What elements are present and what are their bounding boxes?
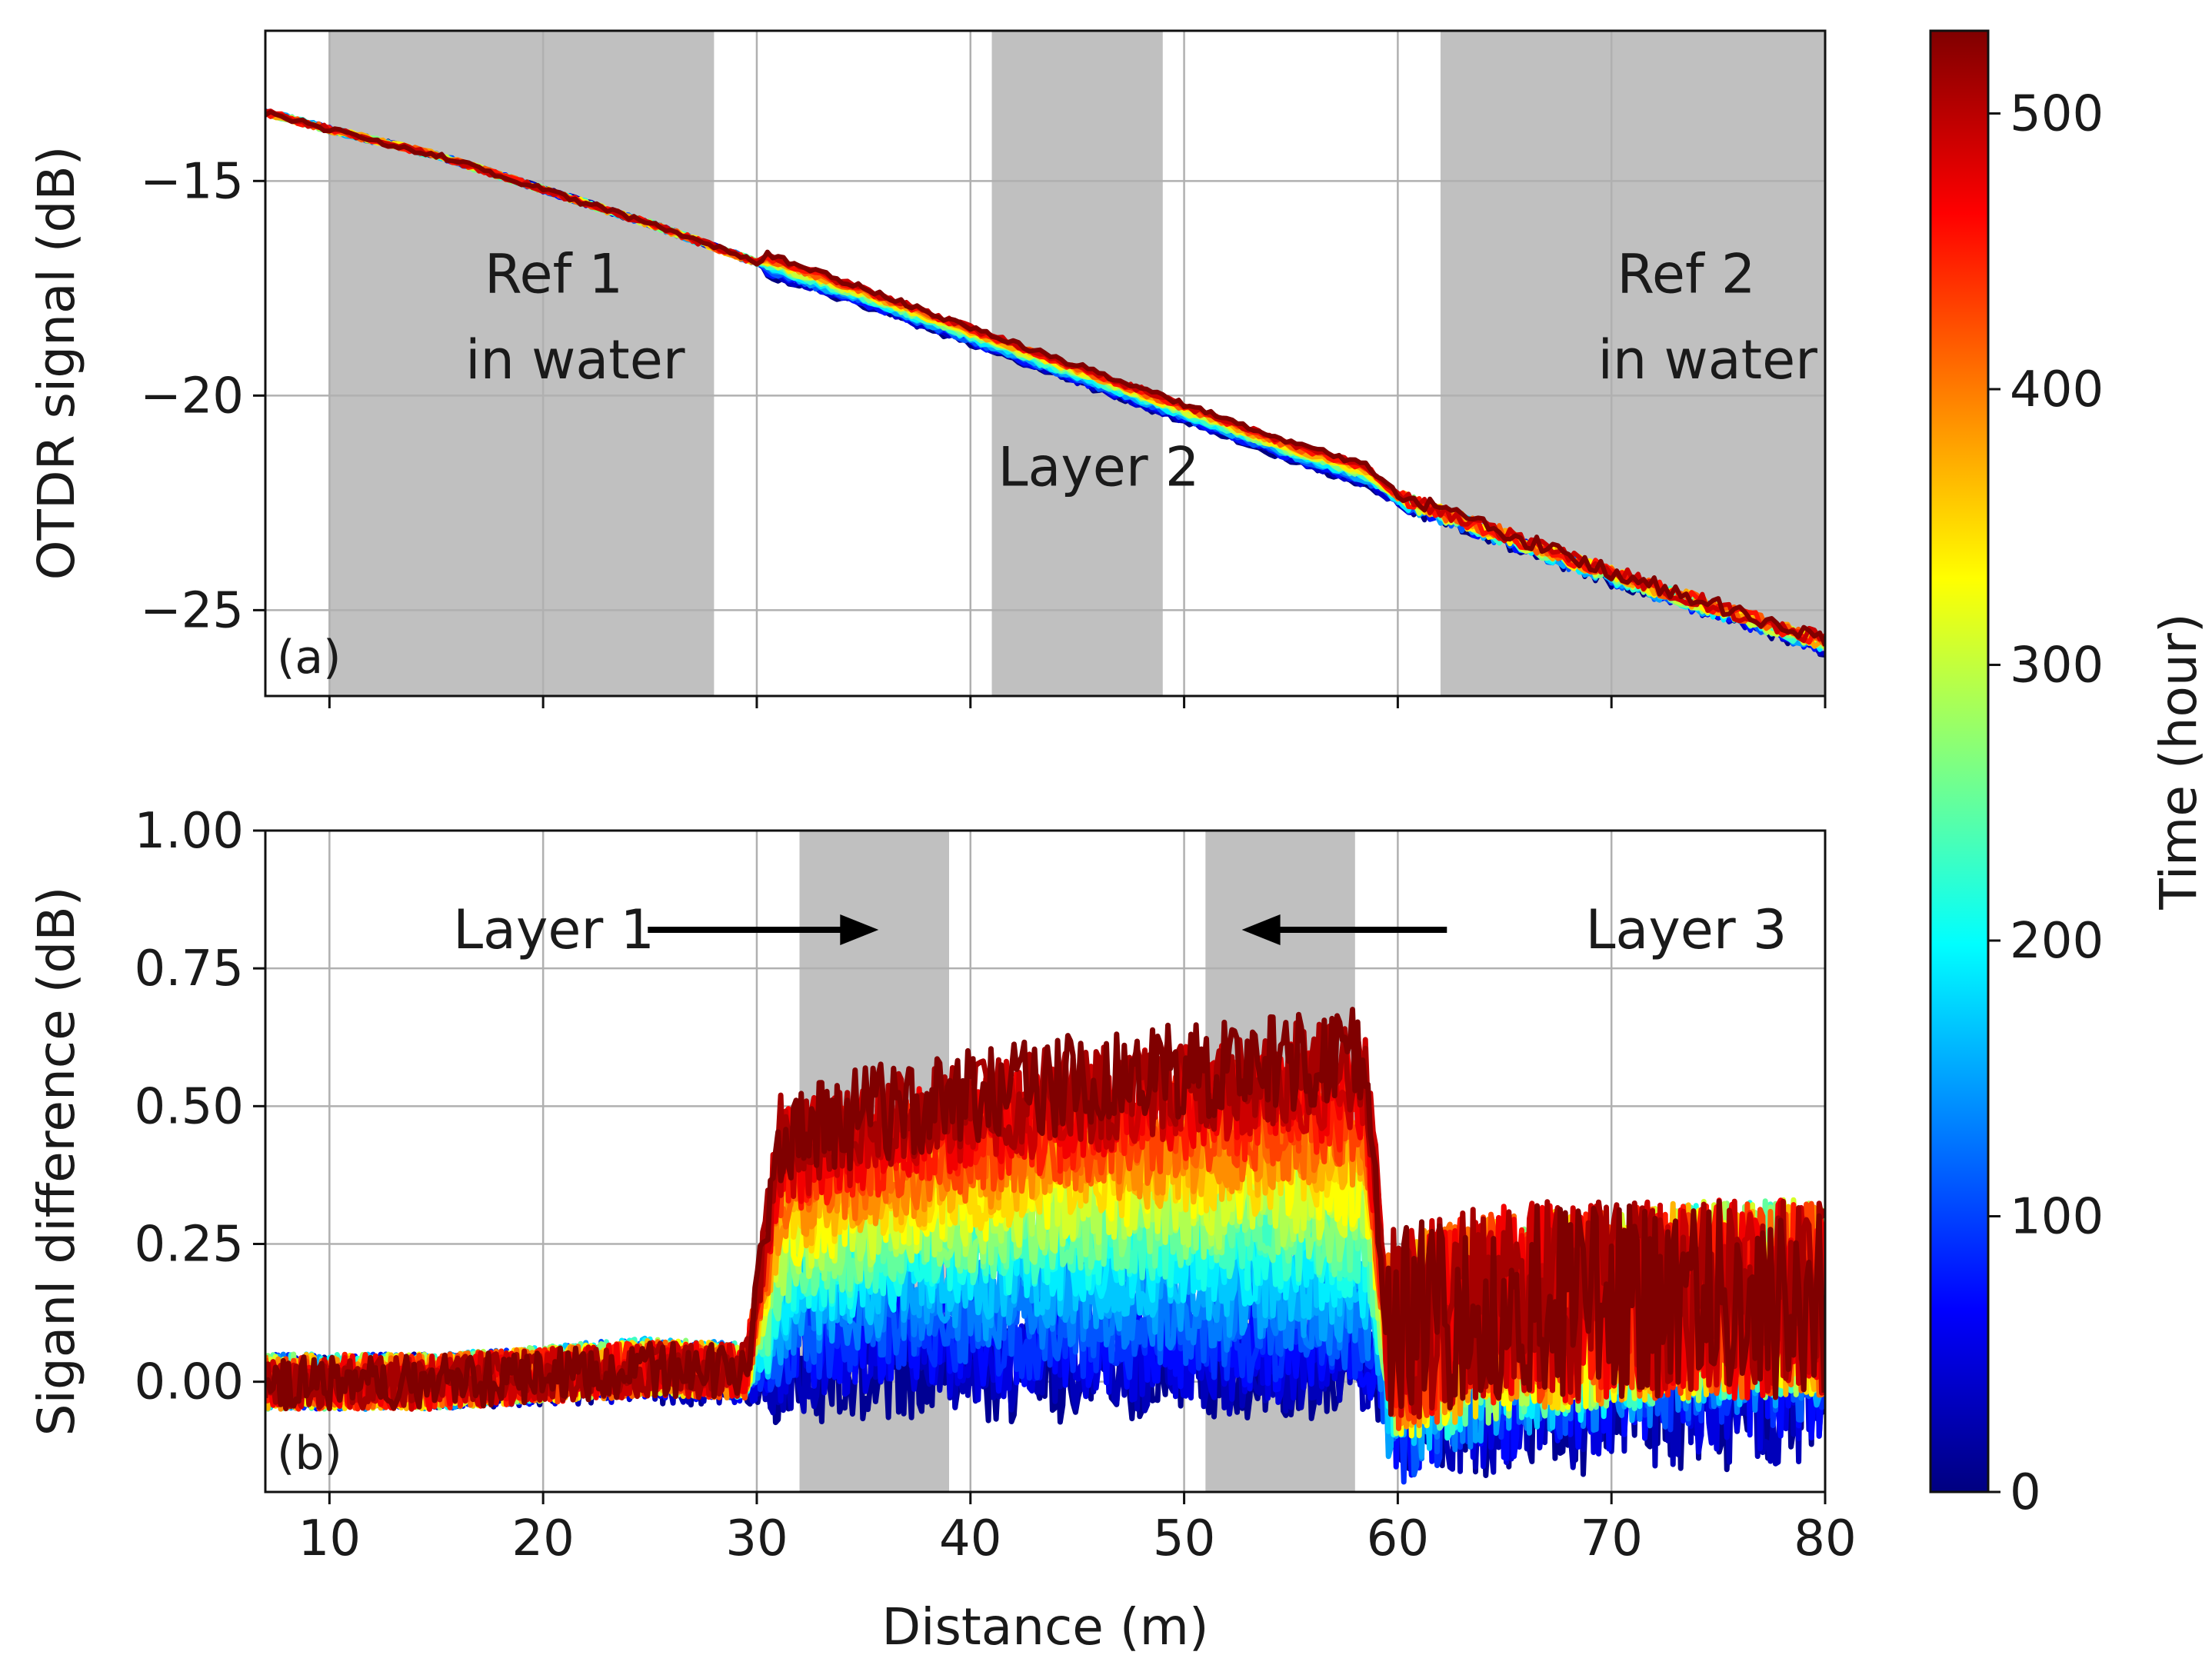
y-tick-label: −20: [140, 368, 244, 425]
x-tick-label: 70: [1580, 1510, 1642, 1567]
annotation-text: Layer 3: [1585, 898, 1787, 961]
colorbar-tick-label: 400: [2010, 361, 2104, 418]
y-tick-label: 0.00: [135, 1354, 245, 1411]
annotation-text: in water: [465, 328, 685, 391]
x-tick-label: 60: [1367, 1510, 1429, 1567]
y-tick-label: −25: [140, 582, 244, 639]
annotation-text: Layer 1: [453, 898, 655, 961]
colorbar-tick-label: 300: [2010, 638, 2104, 694]
panel-b-frame: [264, 829, 1827, 1494]
colorbar-tick-label: 500: [2010, 86, 2104, 143]
annotation-arrowhead: [840, 914, 879, 945]
annotation-text: Ref 2: [1617, 242, 1755, 305]
annotation-text: in water: [1597, 328, 1817, 391]
panel-a-frame: [264, 29, 1827, 698]
y-tick-label: 0.75: [135, 941, 245, 997]
y-tick-label: 0.25: [135, 1217, 245, 1274]
x-tick-label: 10: [298, 1510, 361, 1567]
x-tick-label: 50: [1153, 1510, 1215, 1567]
panel-a-ylabel: OTDR signal (dB): [27, 146, 86, 581]
panel-a-chart: Ref 1 in water Layer 2 Ref 2 in water −15 −20…: [27, 29, 1827, 708]
x-tick-label: 20: [511, 1510, 574, 1567]
panel-b-xlabel: Distance (m): [881, 1597, 1208, 1657]
data-series-line: [265, 109, 1825, 647]
annotation-text: Ref 1: [485, 242, 623, 305]
y-tick-label: 1.00: [135, 803, 245, 860]
x-tick-label: 40: [939, 1510, 1001, 1567]
y-tick-label: 0.50: [135, 1078, 245, 1135]
colorbar-tick-label: 200: [2010, 913, 2104, 970]
panel-b-chart: Layer 1 Layer 3 0.00 0.25 0.50 0.75 1.00 10 20…: [27, 803, 1857, 1657]
x-tick-label: 30: [725, 1510, 788, 1567]
y-tick-label: −15: [140, 153, 244, 210]
panel-b-label: (b): [277, 1427, 342, 1480]
annotation-arrowhead: [1241, 914, 1281, 945]
colorbar-tick-label: 0: [2010, 1464, 2041, 1521]
annotation-text: Layer 2: [998, 436, 1199, 499]
colorbar: 0 100 200 300 400 500 Time (hour): [1929, 29, 2208, 1521]
data-series-line: [265, 1007, 1825, 1417]
x-tick-label: 80: [1794, 1510, 1856, 1567]
colorbar-scale: [1929, 29, 1990, 1494]
colorbar-tick-label: 100: [2010, 1189, 2104, 1246]
panel-b-ylabel: Siganl difference (dB): [27, 887, 86, 1437]
colorbar-label: Time (hour): [2149, 613, 2208, 910]
panel-a-label: (a): [277, 631, 341, 684]
